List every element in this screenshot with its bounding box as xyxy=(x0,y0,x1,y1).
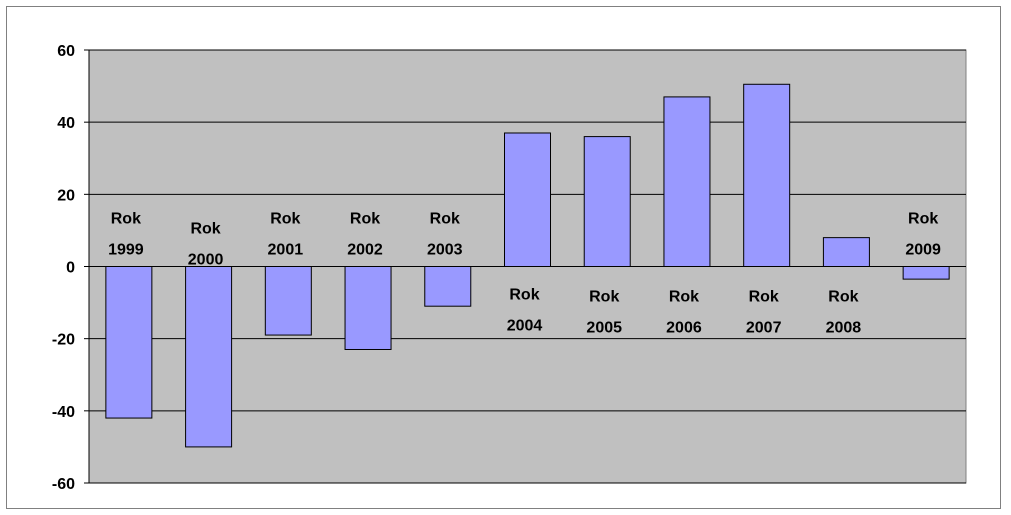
x-tick-label-3-line-0: Rok xyxy=(350,211,380,228)
bar-7 xyxy=(663,96,711,267)
x-tick-label-1-line-1: 2000 xyxy=(188,252,224,269)
y-tick-label-0: -60 xyxy=(52,476,75,493)
x-tick-label-7-line-0: Rok xyxy=(669,289,699,306)
y-tick-label-6: 60 xyxy=(57,43,75,60)
x-tick-label-7: Rok 2006 xyxy=(666,289,702,337)
x-tick-label-8: Rok 2007 xyxy=(746,289,782,337)
x-tick-label-6-line-0: Rok xyxy=(589,289,619,306)
x-tick-label-5-line-1: 2004 xyxy=(507,318,543,335)
bar-4 xyxy=(424,266,472,307)
x-tick-label-1: Rok 2000 xyxy=(188,221,224,269)
bar-5 xyxy=(504,132,551,267)
x-tick-label-0-line-0: Rok xyxy=(111,211,141,228)
x-tick-label-10-line-1: 2009 xyxy=(905,242,941,259)
x-tick-label-10-line-0: Rok xyxy=(908,211,938,228)
x-tick-label-0: Rok 1999 xyxy=(108,211,144,259)
x-tick-label-6-line-1: 2005 xyxy=(586,320,622,337)
x-tick-label-9-line-1: 2008 xyxy=(826,320,862,337)
x-tick-label-9-line-0: Rok xyxy=(828,289,858,306)
bar-6 xyxy=(583,136,631,267)
bar-8 xyxy=(743,83,791,268)
x-tick-label-1-line-0: Rok xyxy=(190,221,220,238)
bar-9 xyxy=(822,237,870,267)
x-tick-label-0-line-1: 1999 xyxy=(108,242,144,259)
bar-3 xyxy=(344,266,392,350)
x-tick-label-2-line-0: Rok xyxy=(270,211,300,228)
y-tick-label-1: -40 xyxy=(52,404,75,421)
x-tick-label-8-line-1: 2007 xyxy=(746,320,782,337)
bar-2 xyxy=(264,266,312,336)
bar-1 xyxy=(185,266,233,448)
x-tick-label-7-line-1: 2006 xyxy=(666,320,702,337)
x-tick-label-9: Rok 2008 xyxy=(826,289,862,337)
x-tick-label-2: Rok 2001 xyxy=(268,211,304,259)
x-tick-label-8-line-0: Rok xyxy=(749,289,779,306)
x-tick-label-4-line-1: 2003 xyxy=(427,242,463,259)
x-tick-label-10: Rok 2009 xyxy=(905,211,941,259)
bar-0 xyxy=(105,266,153,419)
x-tick-label-3-line-1: 2002 xyxy=(347,242,383,259)
x-tick-label-6: Rok 2005 xyxy=(586,289,622,337)
x-tick-label-5: Rok 2004 xyxy=(507,287,543,335)
x-tick-label-2-line-1: 2001 xyxy=(268,242,304,259)
x-tick-label-4: Rok 2003 xyxy=(427,211,463,259)
y-tick-label-4: 20 xyxy=(57,187,75,204)
y-tick-label-3: 0 xyxy=(66,260,75,277)
y-tick-label-5: 40 xyxy=(57,115,75,132)
x-tick-label-4-line-0: Rok xyxy=(430,211,460,228)
x-tick-label-3: Rok 2002 xyxy=(347,211,383,259)
x-tick-label-5-line-0: Rok xyxy=(509,287,539,304)
bar-10 xyxy=(902,266,950,280)
y-tick-label-2: -20 xyxy=(52,332,75,349)
